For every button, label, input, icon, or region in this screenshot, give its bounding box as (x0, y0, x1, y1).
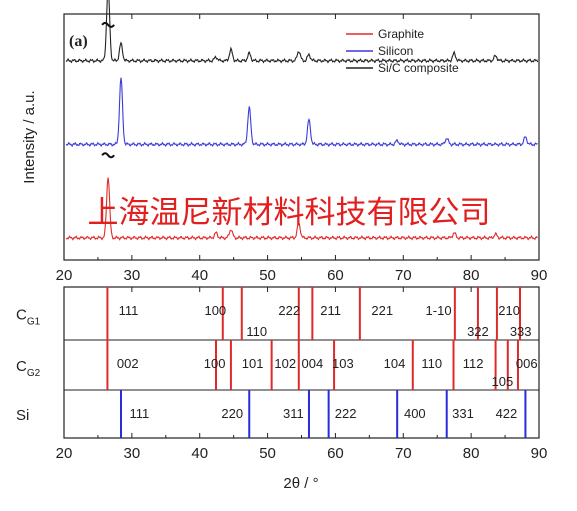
top-series-group (65, 0, 539, 241)
hkl-label: 101 (242, 356, 264, 371)
x-axis-label: 2θ / ° (283, 475, 318, 492)
hkl-label: 210 (498, 303, 520, 318)
hkl-label: 322 (467, 324, 489, 339)
hkl-label: 006 (516, 356, 538, 371)
series-line (65, 0, 539, 64)
hkl-label: 100 (204, 356, 226, 371)
hkl-label: 110 (246, 324, 267, 339)
bottom-x-ticks (63, 287, 540, 438)
hkl-label: 110 (421, 356, 442, 371)
xrd-pattern-panel: 20 30 40 50 60 70 80 90 (a) Intensity / a.u. Gr… (21, 0, 547, 284)
hkl-label: 221 (371, 303, 393, 318)
x-tick-label: 90 (531, 267, 548, 284)
tilde-marks (101, 21, 115, 159)
x-tick-label: 40 (191, 267, 208, 284)
x-tick-label: 80 (463, 445, 480, 462)
x-tick-label: 20 (56, 445, 73, 462)
hkl-label: 102 (274, 356, 296, 371)
hkl-label: 331 (452, 406, 474, 421)
x-tick-label: 60 (327, 445, 344, 462)
hkl-label: 100 (204, 303, 226, 318)
hkl-label: 422 (496, 406, 518, 421)
hkl-label: 111 (119, 303, 139, 318)
hkl-label: 112 (463, 356, 484, 371)
series-line (65, 177, 538, 241)
x-tick-label: 90 (531, 445, 548, 462)
hkl-label: 1-10 (426, 303, 452, 318)
watermark-text: 上海温尼新材料科技有限公司 (88, 195, 491, 231)
x-tick-label: 80 (463, 267, 480, 284)
row-name-label: Si (16, 407, 29, 424)
top-x-tick-labels: 20 30 40 50 60 70 80 90 (56, 267, 548, 284)
panel-letter: (a) (69, 33, 88, 50)
hkl-label: 220 (221, 406, 243, 421)
legend-label: Graphite (378, 27, 424, 41)
x-tick-label: 30 (124, 445, 141, 462)
reference-row: 111 220 311 222 400 331 422 Si (16, 390, 527, 438)
x-tick-label: 30 (124, 267, 141, 284)
top-x-ticks (63, 14, 540, 260)
x-tick-label: 50 (259, 445, 276, 462)
hkl-label: 002 (117, 356, 139, 371)
hkl-label: 103 (332, 356, 354, 371)
bottom-x-tick-labels: 20 30 40 50 60 70 80 90 (56, 445, 548, 462)
series-line (65, 77, 538, 148)
hkl-label: 311 (283, 406, 304, 421)
legend-label: Si/C composite (378, 61, 459, 75)
hkl-label: 222 (278, 303, 300, 318)
x-tick-label: 20 (56, 267, 73, 284)
x-tick-label: 70 (395, 445, 412, 462)
x-tick-label: 40 (191, 445, 208, 462)
hkl-label: 333 (510, 324, 532, 339)
hkl-label: 104 (384, 356, 406, 371)
hkl-label: 400 (404, 406, 426, 421)
row-name-subscript: G2 (27, 368, 41, 379)
tilde-mark (101, 152, 115, 159)
row-name-subscript: G1 (27, 317, 41, 328)
hkl-label: 211 (320, 303, 341, 318)
hkl-label: 105 (492, 374, 514, 389)
y-axis-label: Intensity / a.u. (21, 90, 38, 183)
hkl-label: 222 (335, 406, 357, 421)
legend-label: Silicon (378, 44, 413, 58)
x-tick-label: 50 (259, 267, 276, 284)
x-tick-label: 70 (395, 267, 412, 284)
x-tick-label: 60 (327, 267, 344, 284)
tilde-mark (101, 21, 115, 28)
hkl-label: 111 (129, 406, 149, 421)
legend: Graphite Silicon Si/C composite (346, 27, 459, 75)
hkl-label: 004 (302, 356, 324, 371)
